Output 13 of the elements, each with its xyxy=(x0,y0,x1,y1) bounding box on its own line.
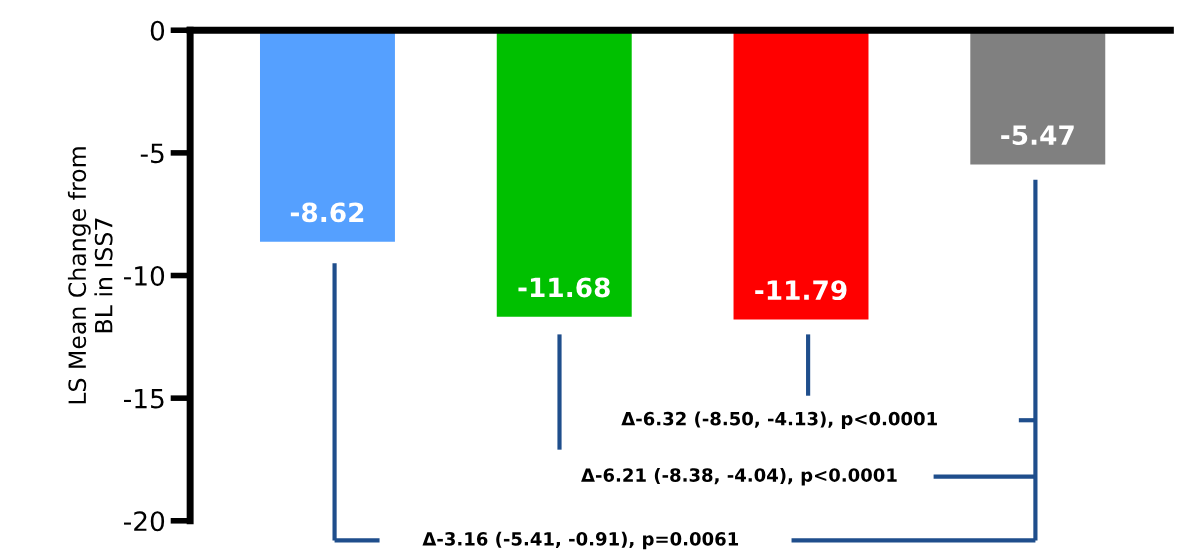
text: Δ-3.16 (-5.41, -0.91), p=0.0061 xyxy=(422,531,739,550)
data-label: -5.47 xyxy=(1001,125,1074,146)
y-tick-label: -10 xyxy=(124,265,165,286)
annotation: Δ-6.32 (-8.50, -4.13), p<0.0001 xyxy=(621,411,937,429)
y-tick-label: -20 xyxy=(124,511,165,532)
y-tick-label: -5 xyxy=(140,143,164,164)
y-tick-label: 0 xyxy=(150,20,165,41)
y-axis-title: LS Mean Change from BL in ISS7 xyxy=(67,147,113,404)
data-label: -8.62 xyxy=(290,202,364,223)
annotation: Δ-6.21 (-8.38, -4.04), p<0.0001 xyxy=(581,467,897,486)
data-label: -11.79 xyxy=(755,280,847,301)
data-label: -11.68 xyxy=(518,277,610,298)
y-tick-label: -15 xyxy=(124,388,164,409)
